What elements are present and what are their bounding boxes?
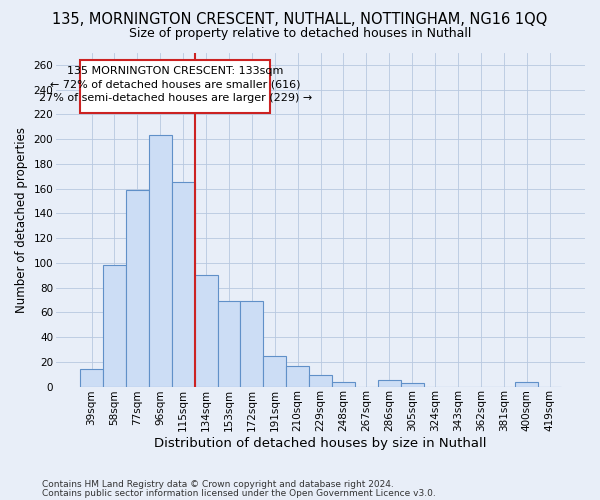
- FancyBboxPatch shape: [80, 60, 270, 113]
- Bar: [149, 136, 172, 386]
- Bar: [218, 301, 241, 386]
- Y-axis label: Number of detached properties: Number of detached properties: [15, 126, 28, 312]
- Bar: [103, 266, 126, 386]
- X-axis label: Distribution of detached houses by size in Nuthall: Distribution of detached houses by size …: [154, 437, 487, 450]
- Bar: [172, 182, 194, 386]
- Bar: [80, 369, 103, 386]
- Bar: [401, 383, 424, 386]
- Bar: [126, 190, 149, 386]
- Text: 27% of semi-detached houses are larger (229) →: 27% of semi-detached houses are larger (…: [38, 94, 312, 104]
- Text: Contains public sector information licensed under the Open Government Licence v3: Contains public sector information licen…: [42, 488, 436, 498]
- Bar: [378, 380, 401, 386]
- Bar: [263, 356, 286, 386]
- Bar: [515, 382, 538, 386]
- Bar: [309, 376, 332, 386]
- Text: Size of property relative to detached houses in Nuthall: Size of property relative to detached ho…: [129, 28, 471, 40]
- Text: 135 MORNINGTON CRESCENT: 133sqm: 135 MORNINGTON CRESCENT: 133sqm: [67, 66, 283, 76]
- Text: Contains HM Land Registry data © Crown copyright and database right 2024.: Contains HM Land Registry data © Crown c…: [42, 480, 394, 489]
- Text: ← 72% of detached houses are smaller (616): ← 72% of detached houses are smaller (61…: [50, 80, 301, 90]
- Bar: [286, 366, 309, 386]
- Bar: [241, 301, 263, 386]
- Text: 135, MORNINGTON CRESCENT, NUTHALL, NOTTINGHAM, NG16 1QQ: 135, MORNINGTON CRESCENT, NUTHALL, NOTTI…: [52, 12, 548, 28]
- Bar: [332, 382, 355, 386]
- Bar: [194, 275, 218, 386]
